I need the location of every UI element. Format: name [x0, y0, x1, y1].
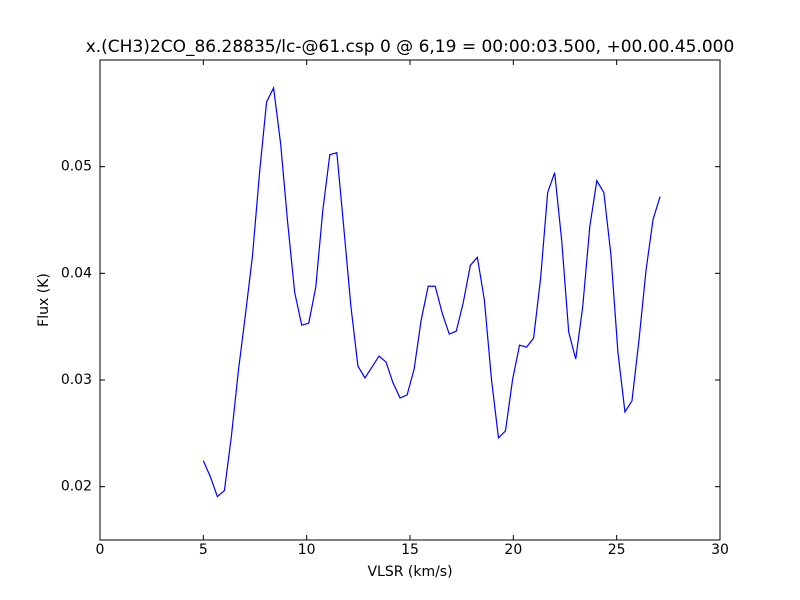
x-tick-label: 20	[504, 542, 522, 558]
y-tick-label: 0.04	[61, 265, 92, 281]
data-line	[202, 85, 661, 498]
x-tick-label: 30	[711, 542, 729, 558]
x-tick-label: 5	[199, 542, 208, 558]
plot-frame	[99, 59, 721, 541]
y-tick-label: 0.02	[61, 479, 92, 495]
x-tick-label: 0	[96, 542, 105, 558]
chart-title: x.(CH3)2CO_86.28835/lc-@61.csp 0 @ 6,19 …	[86, 37, 735, 57]
x-axis-label: VLSR (km/s)	[367, 564, 452, 580]
x-tick-label: 10	[298, 542, 316, 558]
x-tick-label: 25	[608, 542, 626, 558]
y-tick-label: 0.05	[61, 159, 92, 175]
y-axis-label: Flux (K)	[36, 273, 52, 327]
x-tick-label: 15	[401, 542, 419, 558]
y-tick-label: 0.03	[61, 372, 92, 388]
